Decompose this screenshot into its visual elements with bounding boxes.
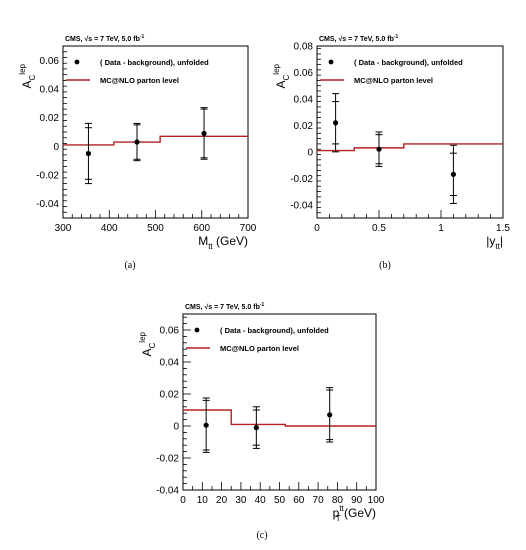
panel-a: CMS, √s = 7 TeV, 5.0 fb-1 -0.04 -0.02 0 0.02… bbox=[18, 34, 257, 271]
x-tick-label: 0.5 bbox=[372, 223, 386, 234]
legend-data-marker bbox=[328, 59, 334, 65]
y-tick-label: 0.04 bbox=[160, 358, 180, 369]
legend-data-label: ( Data - background), unfolded bbox=[100, 58, 209, 67]
x-axis-label: |ytt| bbox=[486, 234, 503, 251]
data-point bbox=[333, 120, 339, 126]
y-axis-label: AClep bbox=[18, 63, 37, 88]
data-point bbox=[253, 425, 259, 431]
data-point bbox=[450, 171, 456, 177]
y-tick-label: -0.02 bbox=[36, 171, 59, 182]
mc-step-line bbox=[183, 409, 376, 427]
y-tick-label: -0.04 bbox=[36, 199, 59, 210]
mc-step-line bbox=[63, 135, 248, 146]
legend-data-marker bbox=[74, 59, 80, 65]
plot-frame bbox=[62, 45, 249, 219]
x-tick-label: 90 bbox=[351, 495, 363, 506]
y-tick-label: 0 bbox=[307, 147, 313, 158]
legend-data-label: ( Data - background), unfolded bbox=[220, 326, 329, 335]
mc-step-line bbox=[317, 143, 503, 152]
y-tick-label: 0.04 bbox=[294, 94, 314, 105]
x-tick-label: 50 bbox=[274, 495, 286, 506]
y-tick-label: 0.04 bbox=[40, 85, 60, 96]
y-axis-label: AClep bbox=[138, 331, 157, 356]
x-tick-label: 100 bbox=[368, 495, 385, 506]
x-tick-label: 300 bbox=[55, 223, 72, 234]
legend-data-marker bbox=[194, 327, 200, 333]
x-tick-label: 30 bbox=[235, 495, 247, 506]
y-tick-label: 0.06 bbox=[294, 68, 314, 79]
x-tick-label: 0 bbox=[180, 495, 186, 506]
x-tick-label: 1 bbox=[438, 223, 444, 234]
legend-data-label: ( Data - background), unfolded bbox=[354, 58, 463, 67]
x-tick-label: 700 bbox=[240, 223, 257, 234]
y-tick-label: 0 bbox=[53, 142, 59, 153]
chart-header: CMS, √s = 7 TeV, 5.0 fb-1 bbox=[319, 34, 399, 43]
data-point bbox=[85, 150, 92, 157]
panel-b: CMS, √s = 7 TeV, 5.0 fb-1 -0.04 -0.02 0 0.02… bbox=[272, 34, 510, 271]
panel-c: CMS, √s = 7 TeV, 5.0 fb-1 -0.04 -0.02 0 0.02… bbox=[138, 302, 385, 541]
x-tick-label: 80 bbox=[332, 495, 344, 506]
x-tick-label: 600 bbox=[193, 223, 210, 234]
y-tick-label: -0.04 bbox=[156, 486, 179, 497]
x-tick-label: 400 bbox=[101, 223, 118, 234]
x-tick-label: 20 bbox=[216, 495, 228, 506]
panel-caption: (b) bbox=[379, 260, 391, 271]
x-axis-label: Mtt (GeV) bbox=[198, 234, 248, 251]
y-tick-label: 0.02 bbox=[294, 121, 314, 132]
plot-frame bbox=[182, 313, 377, 491]
x-axis-label: ptt T (GeV) bbox=[333, 504, 376, 523]
x-tick-label: 40 bbox=[255, 495, 267, 506]
legend-mc-label: MC@NLO parton level bbox=[354, 76, 433, 85]
x-tick-label: 10 bbox=[197, 495, 209, 506]
y-tick-label: 0.02 bbox=[40, 113, 60, 124]
x-tick-label: 0 bbox=[314, 223, 320, 234]
y-tick-label: 0.02 bbox=[160, 390, 180, 401]
panel-caption: (c) bbox=[256, 530, 267, 541]
data-point bbox=[327, 412, 333, 418]
y-tick-label: 0 bbox=[173, 422, 179, 433]
x-tick-label: 1.5 bbox=[496, 223, 510, 234]
y-tick-label: -0.02 bbox=[156, 454, 179, 465]
data-point bbox=[201, 130, 207, 137]
y-tick-label: -0.02 bbox=[290, 174, 313, 185]
y-tick-label: 0.06 bbox=[160, 326, 180, 337]
data-point bbox=[376, 146, 382, 152]
x-tick-label: 70 bbox=[313, 495, 325, 506]
y-tick-label: -0.04 bbox=[290, 200, 313, 211]
x-tick-label: 500 bbox=[147, 223, 164, 234]
y-tick-label: 0.08 bbox=[294, 42, 314, 53]
data-point bbox=[134, 139, 140, 145]
x-tick-label: 60 bbox=[293, 495, 305, 506]
y-axis-label: AClep bbox=[272, 63, 291, 88]
legend-mc-label: MC@NLO parton level bbox=[100, 76, 179, 85]
chart-header: CMS, √s = 7 TeV, 5.0 fb-1 bbox=[185, 302, 265, 311]
plot-frame bbox=[316, 45, 504, 219]
data-point bbox=[203, 422, 209, 428]
y-tick-label: 0.06 bbox=[40, 56, 60, 67]
chart-header: CMS, √s = 7 TeV, 5.0 fb-1 bbox=[65, 34, 145, 43]
legend-mc-label: MC@NLO parton level bbox=[220, 344, 299, 353]
panel-caption: (a) bbox=[124, 260, 135, 271]
